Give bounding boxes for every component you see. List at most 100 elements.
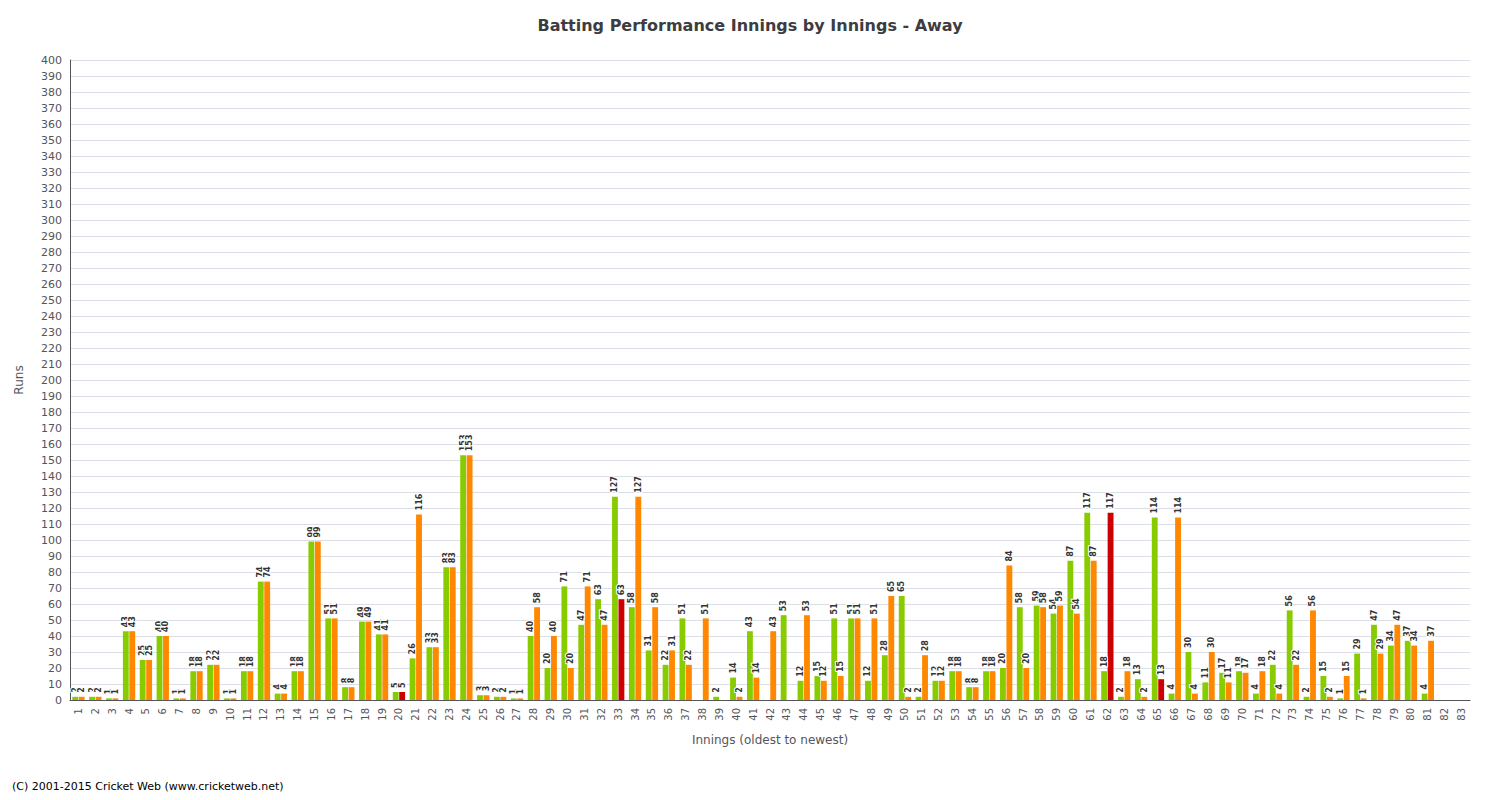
svg-text:4: 4 <box>1275 684 1284 690</box>
svg-text:1: 1 <box>111 688 120 694</box>
svg-text:45: 45 <box>815 708 826 721</box>
svg-text:43: 43 <box>128 616 137 627</box>
svg-text:2: 2 <box>77 687 86 693</box>
svg-text:34: 34 <box>1410 630 1419 642</box>
svg-text:3: 3 <box>482 686 491 692</box>
svg-text:320: 320 <box>41 182 62 195</box>
svg-text:79: 79 <box>1389 708 1400 721</box>
svg-text:17: 17 <box>1218 658 1227 669</box>
svg-text:18: 18 <box>988 656 997 668</box>
svg-text:11: 11 <box>1201 667 1210 679</box>
svg-text:43: 43 <box>781 708 792 721</box>
svg-text:18: 18 <box>1100 656 1109 668</box>
svg-text:18: 18 <box>1258 656 1267 668</box>
svg-text:65: 65 <box>897 580 906 592</box>
svg-text:40: 40 <box>48 630 62 643</box>
svg-text:75: 75 <box>1321 708 1332 721</box>
svg-text:59: 59 <box>1051 708 1062 721</box>
svg-text:47: 47 <box>577 610 586 621</box>
svg-text:25: 25 <box>145 644 154 656</box>
svg-text:53: 53 <box>950 708 961 721</box>
svg-text:390: 390 <box>41 70 62 83</box>
svg-text:12: 12 <box>937 666 946 677</box>
svg-text:13: 13 <box>1157 664 1166 675</box>
svg-text:2: 2 <box>1140 687 1149 693</box>
svg-text:100: 100 <box>41 534 62 547</box>
svg-text:13: 13 <box>275 708 286 721</box>
svg-text:20: 20 <box>566 652 575 664</box>
svg-text:Runs: Runs <box>12 365 26 394</box>
svg-text:60: 60 <box>1068 708 1079 721</box>
svg-text:66: 66 <box>1169 708 1180 721</box>
svg-text:71: 71 <box>583 571 592 583</box>
svg-text:87: 87 <box>1089 546 1098 557</box>
svg-text:Innings (oldest to newest): Innings (oldest to newest) <box>692 733 848 747</box>
svg-text:47: 47 <box>849 708 860 721</box>
svg-text:65: 65 <box>1152 708 1163 721</box>
svg-text:2: 2 <box>712 687 721 693</box>
svg-text:34: 34 <box>1386 630 1395 642</box>
svg-text:12: 12 <box>863 666 872 677</box>
svg-text:10: 10 <box>225 708 236 721</box>
svg-text:57: 57 <box>1018 708 1029 721</box>
svg-text:67: 67 <box>1186 708 1197 721</box>
svg-text:40: 40 <box>549 620 558 632</box>
svg-text:59: 59 <box>1055 590 1064 602</box>
svg-text:16: 16 <box>326 708 337 721</box>
svg-text:2: 2 <box>904 687 913 693</box>
svg-text:50: 50 <box>899 708 910 721</box>
svg-text:83: 83 <box>448 552 457 563</box>
svg-text:51: 51 <box>830 603 839 615</box>
svg-text:22: 22 <box>212 650 221 661</box>
svg-text:26: 26 <box>495 708 506 721</box>
svg-text:81: 81 <box>1422 708 1433 721</box>
svg-text:12: 12 <box>819 666 828 677</box>
svg-text:58: 58 <box>1039 592 1048 604</box>
svg-text:18: 18 <box>954 656 963 668</box>
svg-text:58: 58 <box>1034 708 1045 721</box>
svg-text:58: 58 <box>1015 592 1024 604</box>
svg-text:4: 4 <box>1251 684 1260 690</box>
svg-text:1: 1 <box>178 688 187 694</box>
svg-text:153: 153 <box>465 434 474 451</box>
svg-text:51: 51 <box>870 603 879 615</box>
svg-text:380: 380 <box>41 86 62 99</box>
svg-text:2: 2 <box>90 708 101 714</box>
svg-text:74: 74 <box>1304 708 1315 721</box>
svg-text:22: 22 <box>661 650 670 661</box>
svg-text:190: 190 <box>41 390 62 403</box>
svg-text:42: 42 <box>765 708 776 721</box>
svg-text:110: 110 <box>41 518 62 531</box>
svg-text:10: 10 <box>48 678 62 691</box>
svg-text:17: 17 <box>343 708 354 721</box>
svg-text:78: 78 <box>1372 708 1383 721</box>
svg-text:12: 12 <box>258 708 269 721</box>
svg-text:58: 58 <box>533 592 542 604</box>
svg-text:7: 7 <box>174 708 185 714</box>
svg-text:44: 44 <box>798 708 809 721</box>
svg-text:250: 250 <box>41 294 62 307</box>
svg-text:68: 68 <box>1203 708 1214 721</box>
svg-text:(C) 2001-2015 Cricket Web (www: (C) 2001-2015 Cricket Web (www.cricketwe… <box>12 780 284 793</box>
svg-text:52: 52 <box>933 708 944 721</box>
svg-text:140: 140 <box>41 470 62 483</box>
svg-text:61: 61 <box>1085 708 1096 721</box>
svg-text:21: 21 <box>410 708 421 721</box>
svg-text:350: 350 <box>41 134 62 147</box>
svg-text:63: 63 <box>594 584 603 595</box>
svg-text:15: 15 <box>309 708 320 721</box>
svg-text:114: 114 <box>1174 496 1183 513</box>
svg-text:37: 37 <box>680 708 691 721</box>
svg-text:46: 46 <box>832 708 843 721</box>
svg-text:360: 360 <box>41 118 62 131</box>
svg-text:20: 20 <box>998 652 1007 664</box>
svg-text:39: 39 <box>714 708 725 721</box>
svg-text:40: 40 <box>161 620 170 632</box>
svg-text:40: 40 <box>731 708 742 721</box>
svg-text:18: 18 <box>296 656 305 668</box>
svg-text:300: 300 <box>41 214 62 227</box>
svg-text:20: 20 <box>543 652 552 664</box>
svg-text:18: 18 <box>360 708 371 721</box>
svg-text:31: 31 <box>579 708 590 721</box>
svg-text:4: 4 <box>280 684 289 690</box>
